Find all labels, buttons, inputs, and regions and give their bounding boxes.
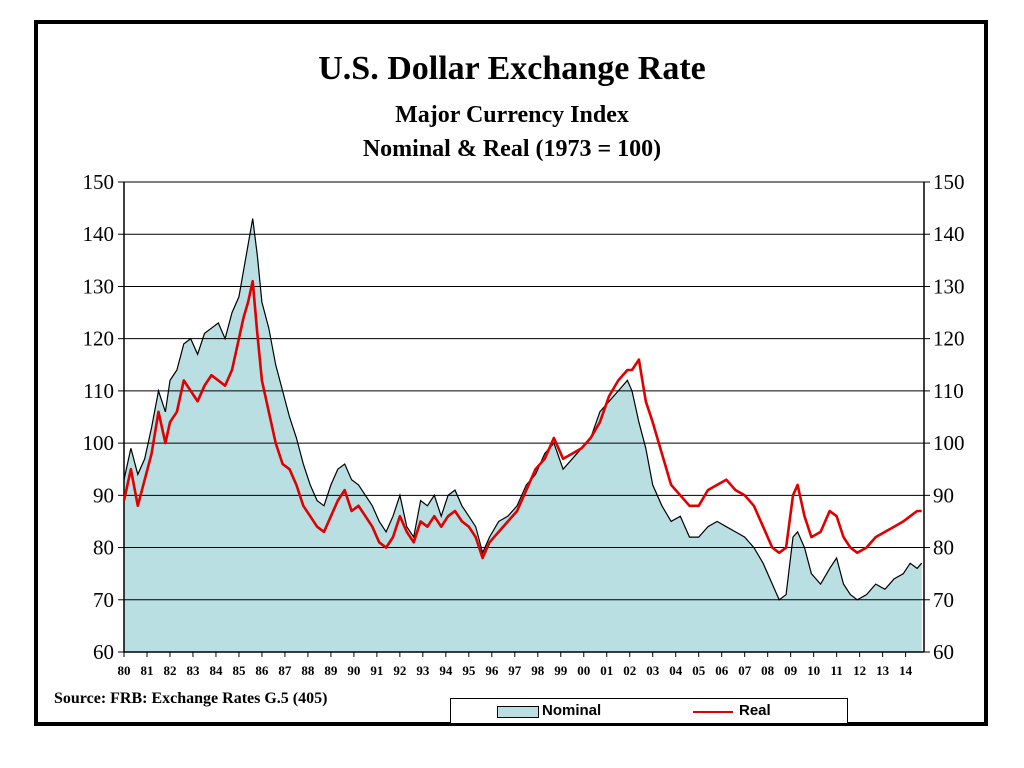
series-nominal-line [123,218,923,601]
y-tick-label-right: 90 [933,483,954,507]
chart-title: U.S. Dollar Exchange Rate [318,50,706,87]
x-tick-label: 88 [301,663,315,678]
x-tick-label: 97 [508,663,522,678]
legend-label-real: Real [739,702,771,719]
y-tick-label-right: 150 [933,170,965,194]
x-tick-label: 01 [600,663,613,678]
y-tick-label-right: 120 [933,327,965,351]
x-tick-label: 08 [761,663,775,678]
y-tick-label-right: 60 [933,640,954,664]
y-tick-label-left: 150 [83,170,115,194]
legend: Nominal Real [450,698,848,724]
x-tick-label: 90 [347,663,360,678]
x-tick-label: 91 [370,663,383,678]
x-tick-label: 04 [669,663,683,678]
x-tick-label: 83 [186,663,200,678]
x-tick-label: 93 [416,663,430,678]
x-tick-label: 96 [485,663,499,678]
y-tick-label-left: 130 [83,274,115,298]
source-note: Source: FRB: Exchange Rates G.5 (405) [54,690,328,707]
x-tick-label: 13 [876,663,890,678]
legend-swatch-real [693,711,733,713]
x-tick-label: 99 [554,663,568,678]
x-tick-label: 84 [209,663,223,678]
y-tick-label-right: 80 [933,536,954,560]
x-tick-label: 03 [646,663,660,678]
x-tick-label: 95 [462,663,476,678]
x-tick-label: 85 [232,663,246,678]
x-tick-label: 09 [784,663,798,678]
y-tick-label-left: 120 [83,327,115,351]
chart-subtitle-1: Major Currency Index [395,102,629,128]
x-tick-label: 02 [623,663,636,678]
x-tick-label: 82 [163,663,176,678]
legend-label-nominal: Nominal [542,702,602,719]
x-tick-label: 81 [140,663,153,678]
y-tick-label-left: 80 [93,536,114,560]
x-tick-label: 07 [738,663,752,678]
y-tick-label-right: 110 [933,379,964,403]
x-tick-label: 11 [830,663,842,678]
legend-swatch-nominal [497,706,539,718]
x-tick-label: 00 [577,663,590,678]
y-tick-label-left: 70 [93,588,114,612]
x-tick-label: 98 [531,663,545,678]
x-tick-label: 14 [899,663,913,678]
x-tick-label: 12 [853,663,866,678]
x-tick-label: 05 [692,663,706,678]
y-tick-label-left: 140 [83,222,115,246]
y-tick-label-left: 60 [93,640,114,664]
y-tick-label-left: 100 [83,431,115,455]
x-tick-label: 06 [715,663,729,678]
y-tick-label-right: 70 [933,588,954,612]
x-tick-label: 89 [324,663,338,678]
x-tick-label: 87 [278,663,292,678]
x-tick-label: 86 [255,663,269,678]
y-tick-label-left: 90 [93,483,114,507]
x-tick-label: 92 [393,663,406,678]
x-tick-label: 10 [807,663,820,678]
x-tick-label: 94 [439,663,453,678]
chart-subtitle-2: Nominal & Real (1973 = 100) [362,136,662,162]
y-tick-label-right: 100 [933,431,965,455]
y-tick-label-right: 130 [933,274,965,298]
y-tick-label-left: 110 [83,379,114,403]
series-real-line [122,279,922,560]
series-nominal-area [124,218,922,652]
y-tick-label-right: 140 [933,222,965,246]
x-tick-label: 80 [118,663,131,678]
